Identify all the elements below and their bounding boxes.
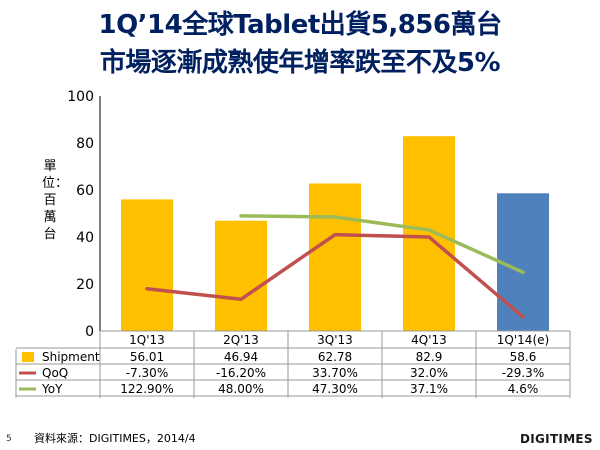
unit-label: 單位：百萬台 (42, 159, 69, 242)
table-cell-qoq: 32.0% (410, 366, 448, 380)
digitimes-logo: DIGITIMES (520, 432, 593, 446)
chart-area: 0 20 40 60 80 100 1Q'13 2Q'13 3Q'13 4Q'13 1Q'14(e)… (15, 89, 571, 398)
legend-label: QoQ (42, 366, 68, 380)
category-label: 2Q'13 (223, 333, 259, 347)
table-cell-shipment: 56.01 (130, 350, 164, 364)
category-label: 3Q'13 (317, 333, 353, 347)
table-cell-shipment: 82.9 (416, 350, 443, 364)
bar-shipment (309, 183, 361, 331)
table-cell-shipment: 46.94 (224, 350, 258, 364)
table-cell-qoq: -29.3% (502, 366, 544, 380)
bar-shipment (215, 220, 267, 331)
table-cell-yoy: 48.00% (218, 382, 264, 396)
table-cell-shipment: 62.78 (318, 350, 352, 364)
legend-swatch-shipment (22, 352, 34, 362)
table-cell-yoy: 4.6% (508, 382, 539, 396)
page-number: 5 (6, 434, 12, 444)
table-cell-yoy: 37.1% (410, 382, 448, 396)
category-label: 1Q'14(e) (497, 333, 549, 347)
y-tick-label: 80 (76, 136, 94, 152)
chart-title-line1: 1Q’14全球Tablet出貨5,856萬台 (98, 10, 502, 40)
y-tick-label: 0 (85, 324, 94, 340)
category-label: 1Q'13 (129, 333, 165, 347)
line-yoy (239, 214, 525, 274)
source-note: 資料來源：DIGITIMES，2014/4 (34, 432, 196, 445)
legend-label: Shipment (42, 350, 100, 364)
table-cell-yoy: 47.30% (312, 382, 358, 396)
line-qoq (145, 232, 525, 319)
legend-label: YoY (41, 382, 63, 396)
chart-title-line2: 市場逐漸成熟使年增率跌至不及5% (99, 48, 501, 78)
y-tick-label: 40 (76, 230, 94, 246)
table-cell-shipment: 58.6 (510, 350, 537, 364)
bar-shipment (497, 193, 549, 331)
y-tick-label: 20 (76, 277, 94, 293)
table-cell-qoq: -16.20% (216, 366, 266, 380)
category-label: 4Q'13 (411, 333, 447, 347)
table-cell-qoq: -7.30% (126, 366, 168, 380)
y-tick-label: 100 (67, 89, 94, 105)
bar-shipment (403, 136, 455, 331)
bar-shipment (121, 199, 173, 331)
table-cell-qoq: 33.70% (312, 366, 358, 380)
y-tick-label: 60 (76, 183, 94, 199)
table-cell-yoy: 122.90% (120, 382, 173, 396)
